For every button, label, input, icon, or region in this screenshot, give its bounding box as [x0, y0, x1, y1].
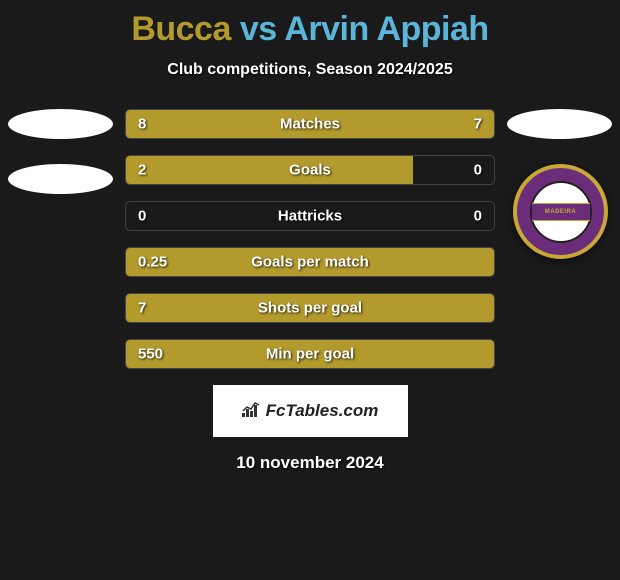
stat-label: Min per goal [266, 346, 354, 363]
right-oval-1 [507, 109, 612, 139]
stat-row-shots-per-goal: 7 Shots per goal [125, 293, 495, 323]
branding-box: FcTables.com [213, 385, 408, 437]
stat-left-value: 0 [138, 208, 146, 225]
stat-left-value: 2 [138, 162, 146, 179]
stat-right-value: 0 [474, 208, 482, 225]
stat-left-value: 550 [138, 346, 163, 363]
left-oval-1 [8, 109, 113, 139]
stat-label: Matches [280, 116, 340, 133]
stat-row-goals-per-match: 0.25 Goals per match [125, 247, 495, 277]
stat-row-goals: 2 0 Goals [125, 155, 495, 185]
stats-area: MADEIRA 8 7 Matches 2 0 Goals 0 0 Hattricks 0.25 G… [0, 109, 620, 369]
stat-row-matches: 8 7 Matches [125, 109, 495, 139]
club-badge: MADEIRA [513, 164, 608, 259]
stat-bars: 8 7 Matches 2 0 Goals 0 0 Hattricks 0.25 Goals per… [125, 109, 495, 369]
club-badge-text: MADEIRA [532, 203, 590, 221]
stat-label: Shots per goal [258, 300, 362, 317]
stat-label: Goals per match [251, 254, 369, 271]
branding-icon [242, 401, 262, 422]
stat-label: Hattricks [278, 208, 342, 225]
page-title: Bucca vs Arvin Appiah [0, 0, 620, 49]
footer-date: 10 november 2024 [0, 453, 620, 473]
club-badge-inner: MADEIRA [530, 181, 592, 243]
stat-left-value: 8 [138, 116, 146, 133]
left-oval-2 [8, 164, 113, 194]
branding-text: FcTables.com [266, 401, 379, 421]
stat-right-value: 0 [474, 162, 482, 179]
stat-left-value: 7 [138, 300, 146, 317]
subtitle: Club competitions, Season 2024/2025 [0, 61, 620, 79]
stat-label: Goals [289, 162, 331, 179]
player1-name: Bucca [131, 10, 231, 48]
right-team-placeholders [507, 109, 612, 164]
vs-text: vs [231, 10, 284, 48]
player2-name: Arvin Appiah [284, 10, 488, 48]
stat-right-value: 7 [474, 116, 482, 133]
stat-row-min-per-goal: 550 Min per goal [125, 339, 495, 369]
bar-fill-left [126, 156, 413, 184]
left-team-placeholders [8, 109, 113, 219]
stat-left-value: 0.25 [138, 254, 167, 271]
stat-row-hattricks: 0 0 Hattricks [125, 201, 495, 231]
bar-fill-right [321, 110, 494, 138]
